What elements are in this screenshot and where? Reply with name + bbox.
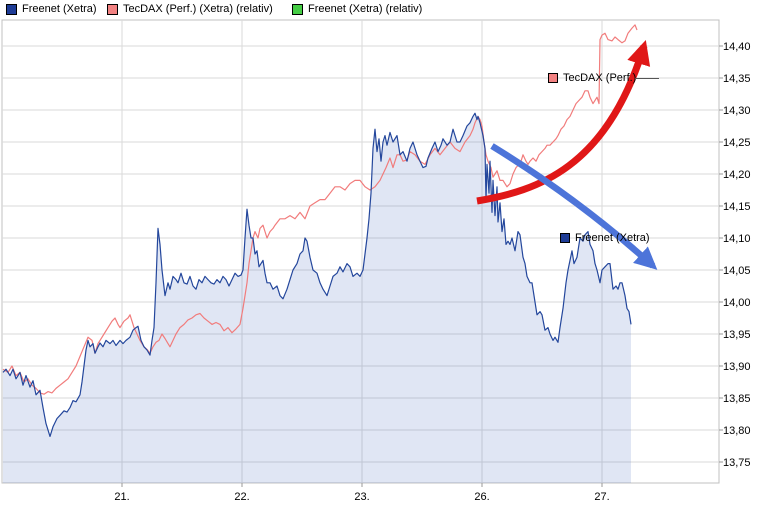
x-axis-label: 26.: [474, 491, 489, 503]
y-axis-label: 13,80: [723, 425, 751, 437]
tecdax-series-swatch-icon: [107, 3, 118, 15]
annotation-tecdax-label: TecDAX (Perf.): [563, 72, 637, 84]
x-axis-label: 27.: [594, 491, 609, 503]
freenet-price-line: [2, 112, 632, 437]
tecdax-price-line: [2, 24, 638, 395]
freenet-series-swatch-icon: [6, 3, 17, 15]
legend-label-tecdax-relative: TecDAX (Perf.) (Xetra) (relativ): [123, 3, 273, 15]
y-axis-label: 13,90: [723, 361, 751, 373]
freenet-relative-series-swatch-icon: [292, 3, 303, 15]
x-axis-label: 21.: [114, 491, 129, 503]
y-axis-label: 14,15: [723, 201, 751, 213]
annotation-leader-line: [635, 78, 659, 79]
y-axis-label: 14,10: [723, 233, 751, 245]
annotation-freenet-label: Freenet (Xetra): [575, 232, 650, 244]
downtrend-arrow: [490, 143, 658, 270]
y-axis-label: 14,05: [723, 265, 751, 277]
legend-item-freenet: Freenet (Xetra): [6, 3, 97, 15]
y-axis-label: 13,95: [723, 329, 751, 341]
annotation-tecdax-swatch-icon: [548, 73, 558, 83]
plot-border: [1, 19, 720, 484]
uptrend-arrow: [476, 39, 651, 205]
legend-item-freenet-relative: Freenet (Xetra) (relativ): [292, 3, 422, 15]
y-axis-label: 14,20: [723, 169, 751, 181]
y-axis-label: 13,75: [723, 457, 751, 469]
annotation-freenet: Freenet (Xetra): [560, 232, 650, 244]
freenet-area-fill: [3, 113, 631, 483]
legend-label-freenet: Freenet (Xetra): [22, 3, 97, 15]
y-axis-label: 14,40: [723, 41, 751, 53]
legend-label-freenet-relative: Freenet (Xetra) (relativ): [308, 3, 423, 15]
y-axis-label: 14,25: [723, 137, 751, 149]
y-axis-label: 14,00: [723, 297, 751, 309]
y-axis-label: 14,35: [723, 73, 751, 85]
annotation-tecdax: TecDAX (Perf.): [548, 72, 636, 84]
legend-item-tecdax-relative: TecDAX (Perf.) (Xetra) (relativ): [107, 3, 273, 15]
y-axis-label: 14,30: [723, 105, 751, 117]
annotation-freenet-swatch-icon: [560, 233, 570, 243]
x-axis-label: 22.: [234, 491, 249, 503]
y-axis-label: 13,85: [723, 393, 751, 405]
x-axis-label: 23.: [354, 491, 369, 503]
